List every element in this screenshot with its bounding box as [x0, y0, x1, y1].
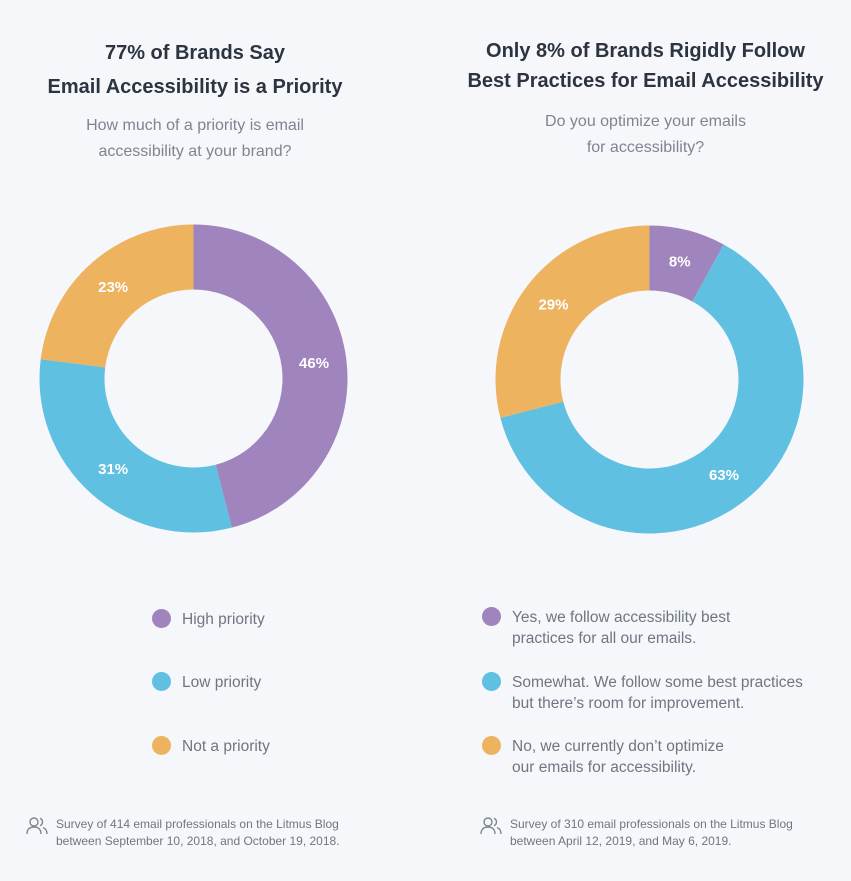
legend-label: Low priority	[182, 674, 262, 691]
people-icon	[480, 817, 502, 835]
footnote-line-1: Survey of 414 email professionals on the…	[56, 817, 339, 831]
right-donut-slice-3	[495, 225, 650, 418]
left-question: How much of a priority is email accessib…	[0, 113, 390, 165]
right-slice-label-1: 8%	[669, 253, 691, 270]
left-question-line-1: How much of a priority is email	[86, 117, 304, 134]
right-legend-somewhat: Somewhat. We follow some best practices …	[482, 672, 803, 714]
right-panel: Only 8% of Brands Rigidly Follow Best Pr…	[440, 0, 851, 881]
right-title-line-1: Only 8% of Brands Rigidly Follow	[486, 40, 805, 62]
legend-label-line-2: our emails for accessibility.	[512, 759, 697, 776]
footnote-line-2: between September 10, 2018, and October …	[56, 834, 340, 848]
footnote-line-1: Survey of 310 email professionals on the…	[510, 817, 793, 831]
right-title-line-2: Best Practices for Email Accessibility	[467, 70, 824, 92]
legend-dot	[152, 672, 171, 691]
legend-dot	[482, 672, 501, 691]
left-donut-slice-2	[39, 359, 232, 533]
left-donut-slice-1	[193, 224, 348, 528]
legend-label: Not a priority	[182, 738, 270, 755]
left-chart-title: 77% of Brands Say Email Accessibility is…	[0, 36, 390, 104]
right-legend-yes: Yes, we follow accessibility best practi…	[482, 607, 730, 649]
left-legend-not-a-priority: Not a priority	[152, 736, 270, 757]
left-slice-label-2: 31%	[98, 461, 128, 478]
right-question-line-1: Do you optimize your emails	[545, 113, 746, 130]
right-legend-no: No, we currently don’t optimize our emai…	[482, 736, 724, 778]
right-donut-chart: 8% 63% 29%	[495, 225, 804, 534]
footnote-line-2: between April 12, 2019, and May 6, 2019.	[510, 834, 732, 848]
legend-label-line-1: No, we currently don’t optimize	[512, 738, 724, 755]
left-title-line-2: Email Accessibility is a Priority	[47, 76, 343, 98]
right-donut-slice-1	[649, 225, 724, 302]
legend-dot	[482, 607, 501, 626]
right-donut-slice-2	[500, 244, 804, 534]
left-legend-high-priority: High priority	[152, 609, 265, 630]
legend-dot	[152, 609, 171, 628]
legend-label-line-1: Yes, we follow accessibility best	[512, 609, 731, 626]
left-footnote: Survey of 414 email professionals on the…	[26, 816, 340, 850]
right-question-line-2: for accessibility?	[586, 139, 705, 156]
right-question: Do you optimize your emails for accessib…	[440, 109, 851, 161]
left-question-line-2: accessibility at your brand?	[98, 143, 292, 160]
left-title-line-1: 77% of Brands Say	[104, 42, 286, 64]
legend-label: High priority	[182, 611, 265, 628]
left-slice-label-3: 23%	[98, 279, 128, 296]
right-slice-label-3: 29%	[538, 297, 568, 314]
right-slice-label-2: 63%	[709, 467, 739, 484]
people-icon	[26, 817, 48, 835]
left-donut-chart: 46% 31% 23%	[39, 224, 348, 533]
legend-dot	[482, 736, 501, 755]
left-legend-low-priority: Low priority	[152, 672, 261, 693]
left-panel: 77% of Brands Say Email Accessibility is…	[0, 0, 390, 881]
legend-label-line-2: practices for all our emails.	[512, 630, 697, 647]
legend-label-line-1: Somewhat. We follow some best practices	[512, 674, 803, 691]
right-chart-title: Only 8% of Brands Rigidly Follow Best Pr…	[440, 36, 851, 96]
legend-dot	[152, 736, 171, 755]
left-slice-label-1: 46%	[299, 355, 329, 372]
left-donut-slice-3	[40, 224, 194, 368]
legend-label-line-2: but there’s room for improvement.	[512, 695, 745, 712]
right-footnote: Survey of 310 email professionals on the…	[480, 816, 793, 850]
